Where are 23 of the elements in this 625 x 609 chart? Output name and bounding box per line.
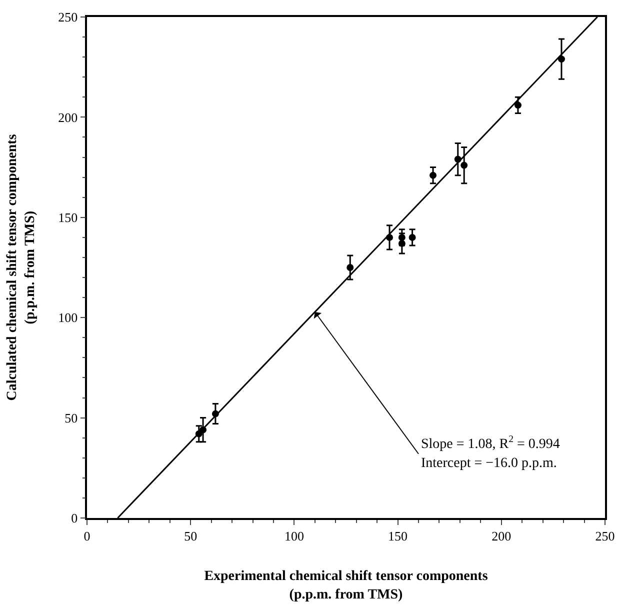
x-tick-label: 250	[595, 528, 615, 544]
y-tick-label: 50	[64, 410, 78, 426]
point	[460, 162, 468, 169]
x-tick-label: 0	[84, 528, 90, 544]
y-tick-label: 100	[58, 310, 78, 326]
y-tick-label: 150	[58, 210, 78, 225]
annotation: Intercept = −16.0 p.p.m.	[421, 456, 557, 471]
point	[398, 240, 406, 247]
point	[430, 172, 437, 179]
point	[398, 234, 406, 241]
y-tick-label: 250	[58, 10, 78, 25]
x-tick-label: 150	[388, 528, 408, 544]
y-tick-label: 0	[71, 510, 78, 526]
y-axis-title: Calculated chemical shift tensor components (p.p.m. from TMS)	[5, 134, 38, 401]
point	[408, 234, 416, 241]
point	[514, 102, 522, 109]
x-tick-label: 200	[492, 528, 512, 544]
x-tick-label: 50	[184, 528, 198, 544]
annotation: Slope = 1.08, R$^{2}$ = 0.994	[421, 434, 560, 452]
x-axis-title: Experimental chemical shift tensor components (p.p.m. from TMS)	[204, 569, 488, 602]
x-tick-label: 100	[284, 528, 304, 544]
y-tick-label: 200	[58, 110, 78, 125]
point	[346, 264, 354, 271]
